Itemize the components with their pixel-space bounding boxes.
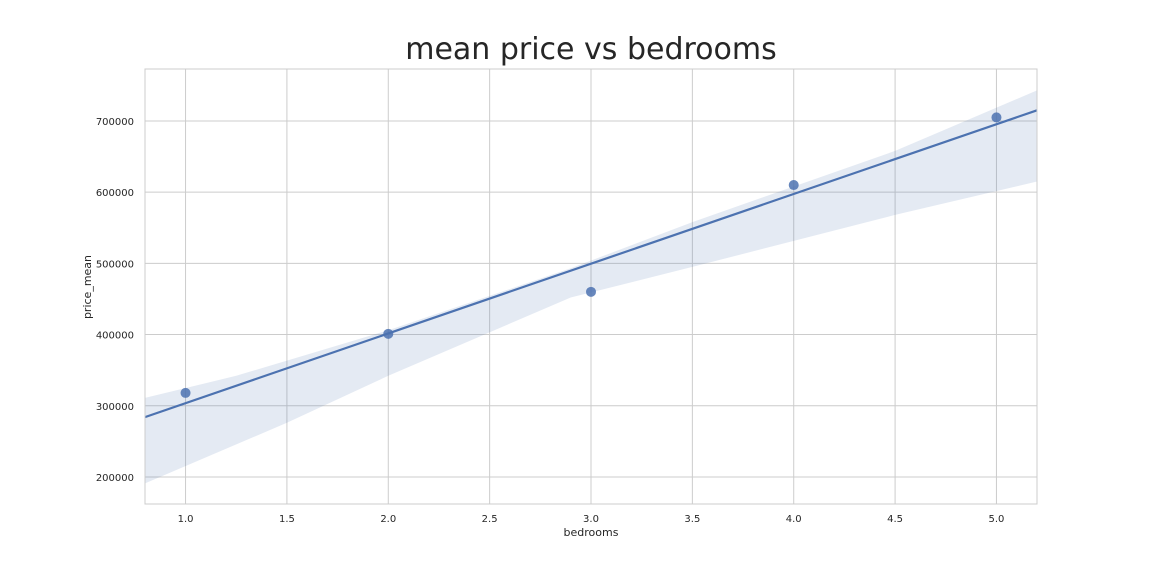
y-tick-labels: 200000 300000 400000 500000 600000 700000 bbox=[96, 117, 134, 484]
y-tick-label: 400000 bbox=[96, 331, 134, 342]
y-tick-label: 200000 bbox=[96, 473, 134, 484]
regression-line-group bbox=[144, 109, 1038, 419]
y-tick-label: 300000 bbox=[96, 402, 134, 413]
grid-lines bbox=[145, 69, 1037, 504]
data-point bbox=[383, 328, 394, 339]
y-tick-label: 700000 bbox=[96, 117, 134, 128]
y-tick-label: 600000 bbox=[96, 188, 134, 199]
y-axis-label: price_mean bbox=[81, 255, 94, 319]
y-tick-label: 500000 bbox=[96, 259, 134, 270]
x-tick-label: 4.5 bbox=[887, 514, 903, 525]
x-tick-label: 4.0 bbox=[786, 514, 802, 525]
scatter-points bbox=[180, 112, 1002, 398]
data-point bbox=[180, 387, 191, 398]
chart-title: mean price vs bedrooms bbox=[405, 32, 777, 67]
x-tick-labels: 1.0 1.5 2.0 2.5 3.0 3.5 4.0 4.5 5.0 bbox=[178, 514, 1005, 525]
x-tick-label: 2.5 bbox=[482, 514, 498, 525]
plot-frame bbox=[144, 68, 1038, 505]
x-tick-label: 1.5 bbox=[279, 514, 295, 525]
data-point bbox=[586, 286, 596, 297]
x-tick-label: 3.0 bbox=[583, 514, 599, 525]
x-tick-label: 2.0 bbox=[380, 514, 396, 525]
x-axis-label: bedrooms bbox=[564, 526, 619, 539]
x-tick-label: 3.5 bbox=[684, 514, 700, 525]
data-point bbox=[788, 180, 799, 191]
x-tick-label: 5.0 bbox=[989, 514, 1005, 525]
regression-line bbox=[144, 109, 1038, 419]
data-point bbox=[991, 112, 1002, 123]
x-tick-label: 1.0 bbox=[178, 514, 194, 525]
